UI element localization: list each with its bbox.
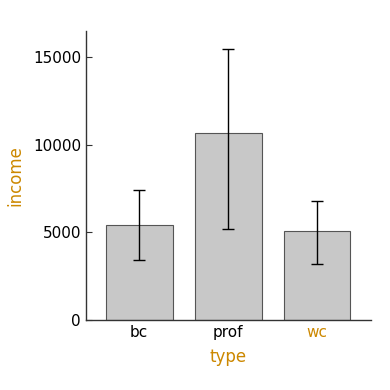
X-axis label: type: type <box>209 348 247 366</box>
Bar <box>195 133 262 320</box>
Y-axis label: income: income <box>7 145 25 206</box>
Bar <box>284 230 351 320</box>
Bar <box>106 225 172 320</box>
